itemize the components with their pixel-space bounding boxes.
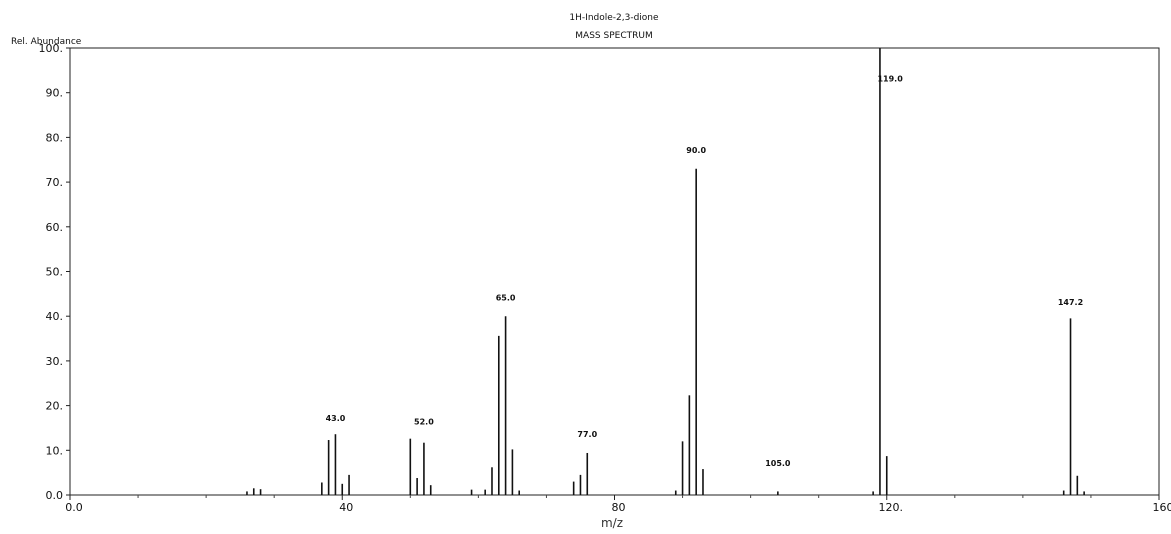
chart-subtitle: MASS SPECTRUM: [575, 31, 652, 41]
chart-title: 1H-Indole-2,3-dione: [569, 13, 659, 23]
y-tick-label: 40.: [46, 310, 64, 323]
x-tick-label: 80: [612, 501, 626, 514]
y-tick-label: 10.: [46, 444, 64, 457]
plot-frame: [69, 47, 1160, 496]
peak-label: 43.0: [326, 414, 346, 423]
y-tick-label: 80.: [46, 131, 64, 144]
y-tick-label: 50.: [46, 266, 64, 279]
peak-label: 77.0: [577, 430, 597, 439]
x-tick-label: 0.0: [65, 501, 83, 514]
y-tick-label: 30.: [46, 355, 64, 368]
y-tick-label: 60.: [46, 221, 64, 234]
y-tick-label: 90.: [46, 87, 64, 100]
y-axis-ticks: 0.0 10. 20. 30. 40. 50. 60. 70. 80. 90. 100.: [39, 42, 70, 502]
x-axis-ticks: 0.0 40 80 120. 160: [65, 495, 1171, 514]
y-tick-label: 70.: [46, 176, 64, 189]
peak-label: 147.2: [1058, 298, 1083, 307]
peak-label: 90.0: [686, 146, 706, 155]
y-axis-label: Rel. Abundance: [11, 37, 82, 47]
x-tick-label: 160: [1153, 501, 1171, 514]
spectrum-peaks: [246, 48, 1085, 495]
x-axis-label: m/z: [601, 516, 623, 530]
x-tick-label: 120.: [879, 501, 904, 514]
peak-label: 65.0: [496, 294, 516, 303]
peak-annotations: 43.0 52.0 65.0 77.0 90.0 105.0 119.0 147.2: [326, 75, 1084, 468]
x-tick-label: 40: [339, 501, 353, 514]
y-tick-label: 0.0: [46, 489, 64, 502]
peak-label: 52.0: [414, 417, 434, 426]
peak-label: 119.0: [877, 75, 903, 84]
y-tick-label: 100.: [39, 42, 64, 55]
y-tick-label: 20.: [46, 400, 64, 413]
peak-label: 105.0: [765, 459, 791, 468]
